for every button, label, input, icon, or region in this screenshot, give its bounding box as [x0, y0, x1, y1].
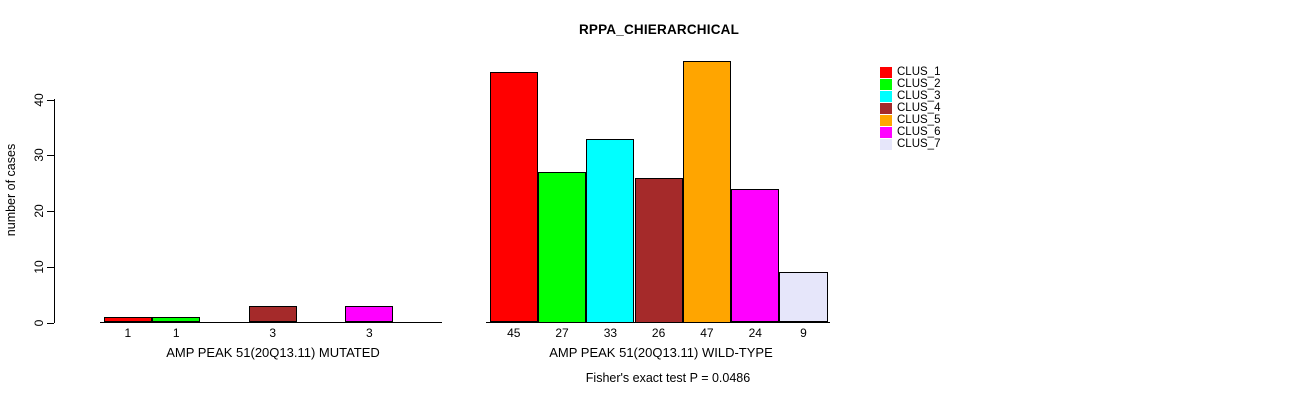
legend-swatch-icon — [880, 114, 892, 126]
y-tick-mark — [47, 155, 54, 157]
bar-value-label: 24 — [748, 326, 762, 340]
bar-clus_1-group2 — [489, 71, 538, 323]
bar-clus_5-group2 — [682, 60, 732, 323]
bar-clus_6-group2 — [731, 188, 780, 323]
bar-clus_7-group2 — [779, 272, 828, 323]
bar-value-label: 1 — [124, 326, 132, 340]
legend-label: CLUS_7 — [897, 138, 941, 150]
bar-clus_2-group2 — [537, 172, 587, 323]
wildtype-group-label: AMP PEAK 51(20Q13.11) WILD-TYPE — [549, 345, 773, 360]
bar-value-label: 27 — [555, 326, 569, 340]
y-tick-mark — [47, 266, 54, 268]
legend-label: CLUS_5 — [897, 114, 941, 126]
legend-row-clus_2: CLUS_2 — [880, 78, 940, 90]
y-tick-label: 30 — [32, 148, 46, 162]
legend-row-clus_5: CLUS_5 — [880, 114, 940, 126]
fisher-test-annotation: Fisher's exact test P = 0.0486 — [585, 371, 751, 385]
bar-value-label: 47 — [700, 326, 714, 340]
y-tick-label: 0 — [32, 319, 46, 326]
bar-value-label: 1 — [172, 326, 180, 340]
legend-swatch-icon — [880, 66, 892, 78]
bar-clus_2-group1 — [152, 316, 201, 323]
bar-clus_4-group2 — [634, 177, 683, 323]
legend-row-clus_1: CLUS_1 — [880, 66, 940, 78]
y-tick-mark — [47, 211, 54, 212]
y-axis-line — [54, 99, 55, 323]
legend-label: CLUS_2 — [897, 78, 941, 90]
legend-row-clus_4: CLUS_4 — [880, 102, 940, 114]
y-axis-label: number of cases — [4, 143, 18, 237]
bar-value-label: 33 — [603, 326, 618, 340]
bar-clus_3-group2 — [586, 138, 635, 323]
bar-clus_4-group1 — [248, 305, 297, 323]
legend-row-clus_3: CLUS_3 — [880, 90, 940, 102]
bar-value-label: 3 — [365, 326, 373, 340]
cluster-legend: CLUS_1 CLUS_2 CLUS_3 CLUS_4 CLUS_5 CLUS_6 CLUS… — [880, 66, 940, 150]
y-tick-label: 10 — [32, 260, 46, 274]
y-tick-mark — [47, 322, 54, 324]
chart-title: RPPA_CHIERARCHICAL — [578, 22, 740, 37]
legend-swatch-icon — [880, 90, 892, 102]
legend-swatch-icon — [880, 78, 892, 90]
legend-label: CLUS_1 — [897, 66, 941, 78]
y-tick-label: 40 — [32, 92, 46, 107]
bar-clus_6-group1 — [345, 305, 394, 323]
bar-value-label: 9 — [800, 326, 807, 340]
legend-swatch-icon — [880, 102, 892, 114]
legend-row-clus_6: CLUS_6 — [880, 126, 940, 138]
bar-value-label: 26 — [651, 326, 666, 340]
legend-swatch-icon — [880, 138, 892, 150]
legend-label: CLUS_6 — [897, 126, 941, 138]
legend-label: CLUS_3 — [897, 90, 941, 102]
legend-label: CLUS_4 — [897, 102, 941, 114]
legend-swatch-icon — [880, 126, 892, 138]
x-axis-line-mutated — [100, 322, 442, 323]
mutated-group-label: AMP PEAK 51(20Q13.11) MUTATED — [166, 345, 380, 360]
x-axis-line-wildtype — [486, 322, 830, 323]
bar-value-label: 3 — [269, 326, 277, 340]
y-tick-mark — [47, 99, 54, 101]
y-tick-label: 20 — [32, 204, 46, 218]
legend-row-clus_7: CLUS_7 — [880, 138, 940, 150]
bar-clus_1-group1 — [103, 316, 152, 323]
bar-value-label: 45 — [507, 326, 521, 340]
